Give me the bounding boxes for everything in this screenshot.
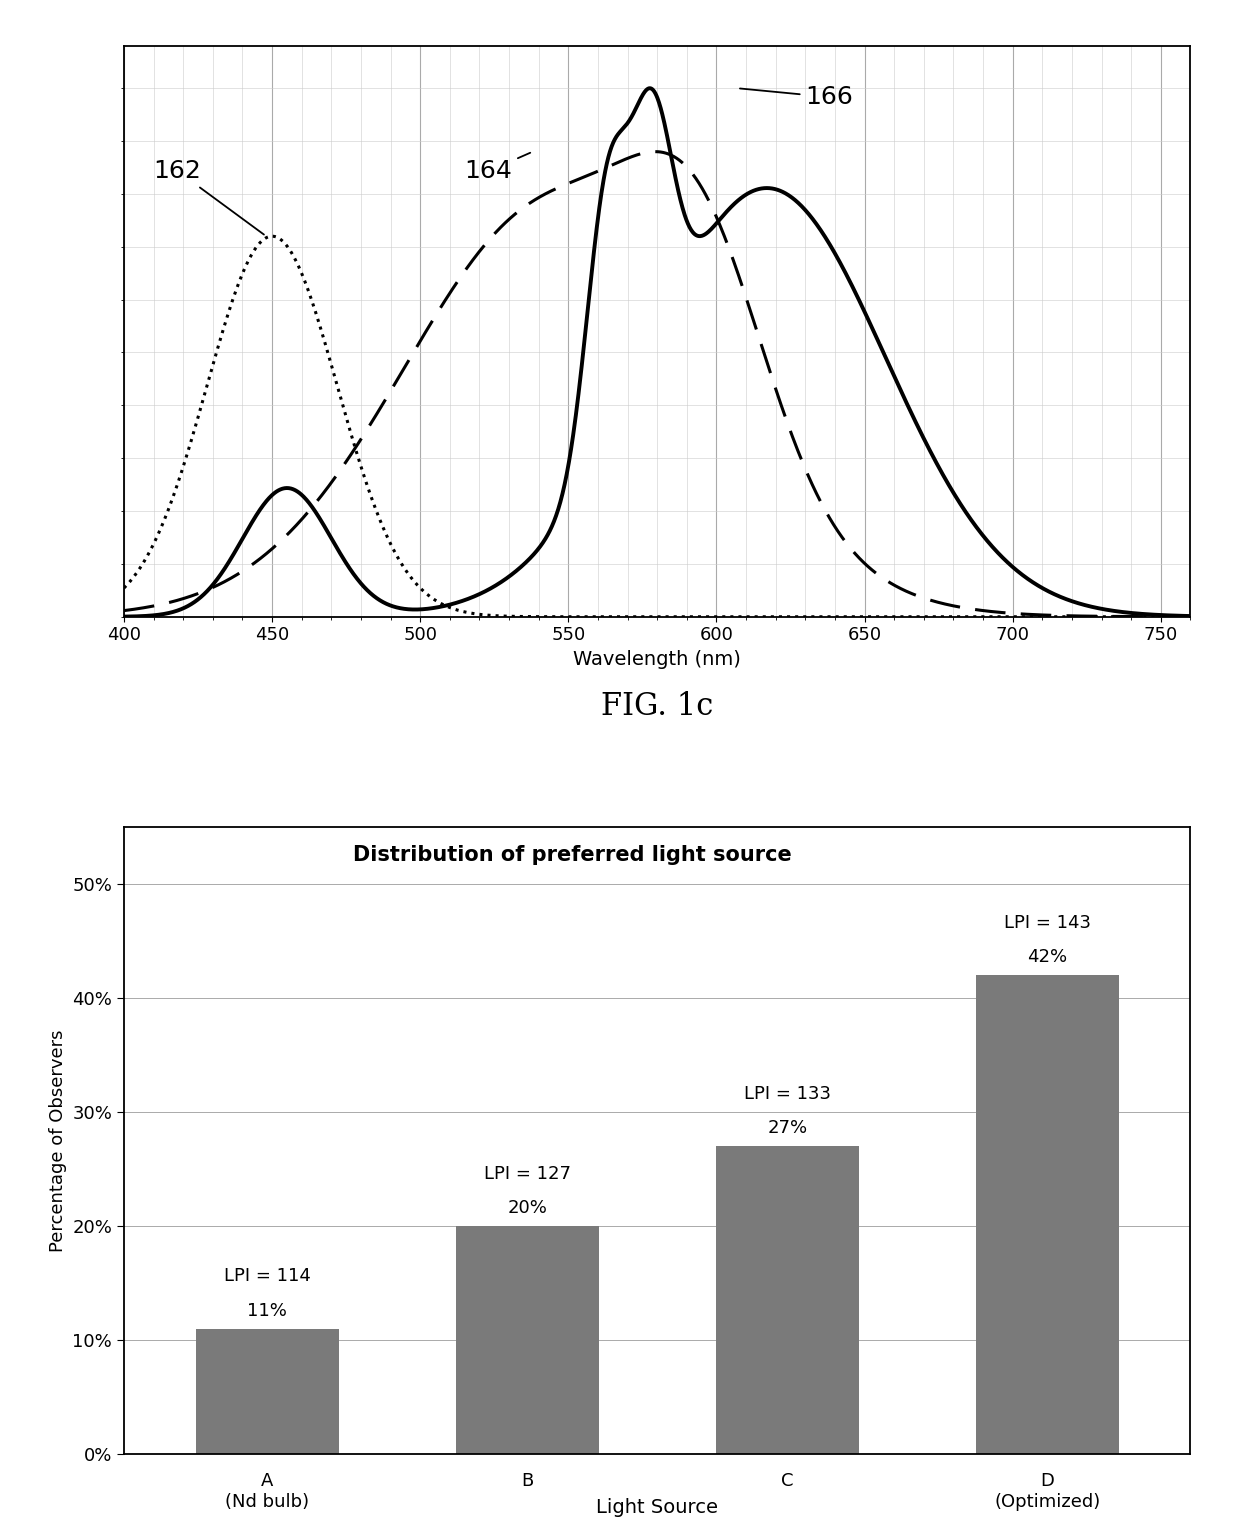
Text: (Nd bulb): (Nd bulb) [224, 1493, 309, 1511]
X-axis label: Light Source: Light Source [596, 1499, 718, 1517]
Text: LPI = 143: LPI = 143 [1004, 914, 1091, 931]
Text: C: C [781, 1471, 794, 1490]
Text: 27%: 27% [768, 1119, 807, 1138]
Text: 164: 164 [465, 153, 531, 184]
Text: A: A [260, 1471, 273, 1490]
Bar [976, 975, 1118, 1454]
Bar [196, 1329, 339, 1454]
Text: (Optimized): (Optimized) [994, 1493, 1100, 1511]
Text: 166: 166 [740, 86, 853, 109]
Text: LPI = 114: LPI = 114 [223, 1268, 310, 1286]
Bar [715, 1147, 859, 1454]
Text: 20%: 20% [507, 1199, 547, 1217]
Text: LPI = 127: LPI = 127 [484, 1165, 570, 1183]
Text: 162: 162 [154, 159, 264, 234]
Bar [455, 1226, 599, 1454]
Text: 42%: 42% [1027, 948, 1068, 966]
Text: B: B [521, 1471, 533, 1490]
Text: 11%: 11% [247, 1301, 286, 1320]
Y-axis label: Percentage of Observers: Percentage of Observers [48, 1029, 67, 1252]
X-axis label: Wavelength (nm): Wavelength (nm) [573, 651, 742, 669]
Text: FIG. 1c: FIG. 1c [601, 690, 713, 723]
Text: Distribution of preferred light source: Distribution of preferred light source [352, 845, 791, 865]
Text: LPI = 133: LPI = 133 [744, 1085, 831, 1102]
Text: D: D [1040, 1471, 1054, 1490]
